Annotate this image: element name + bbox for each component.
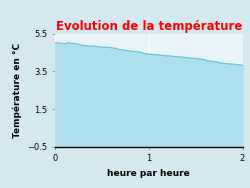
Y-axis label: Température en °C: Température en °C [12, 43, 22, 138]
Title: Evolution de la température: Evolution de la température [56, 20, 242, 33]
X-axis label: heure par heure: heure par heure [108, 169, 190, 178]
